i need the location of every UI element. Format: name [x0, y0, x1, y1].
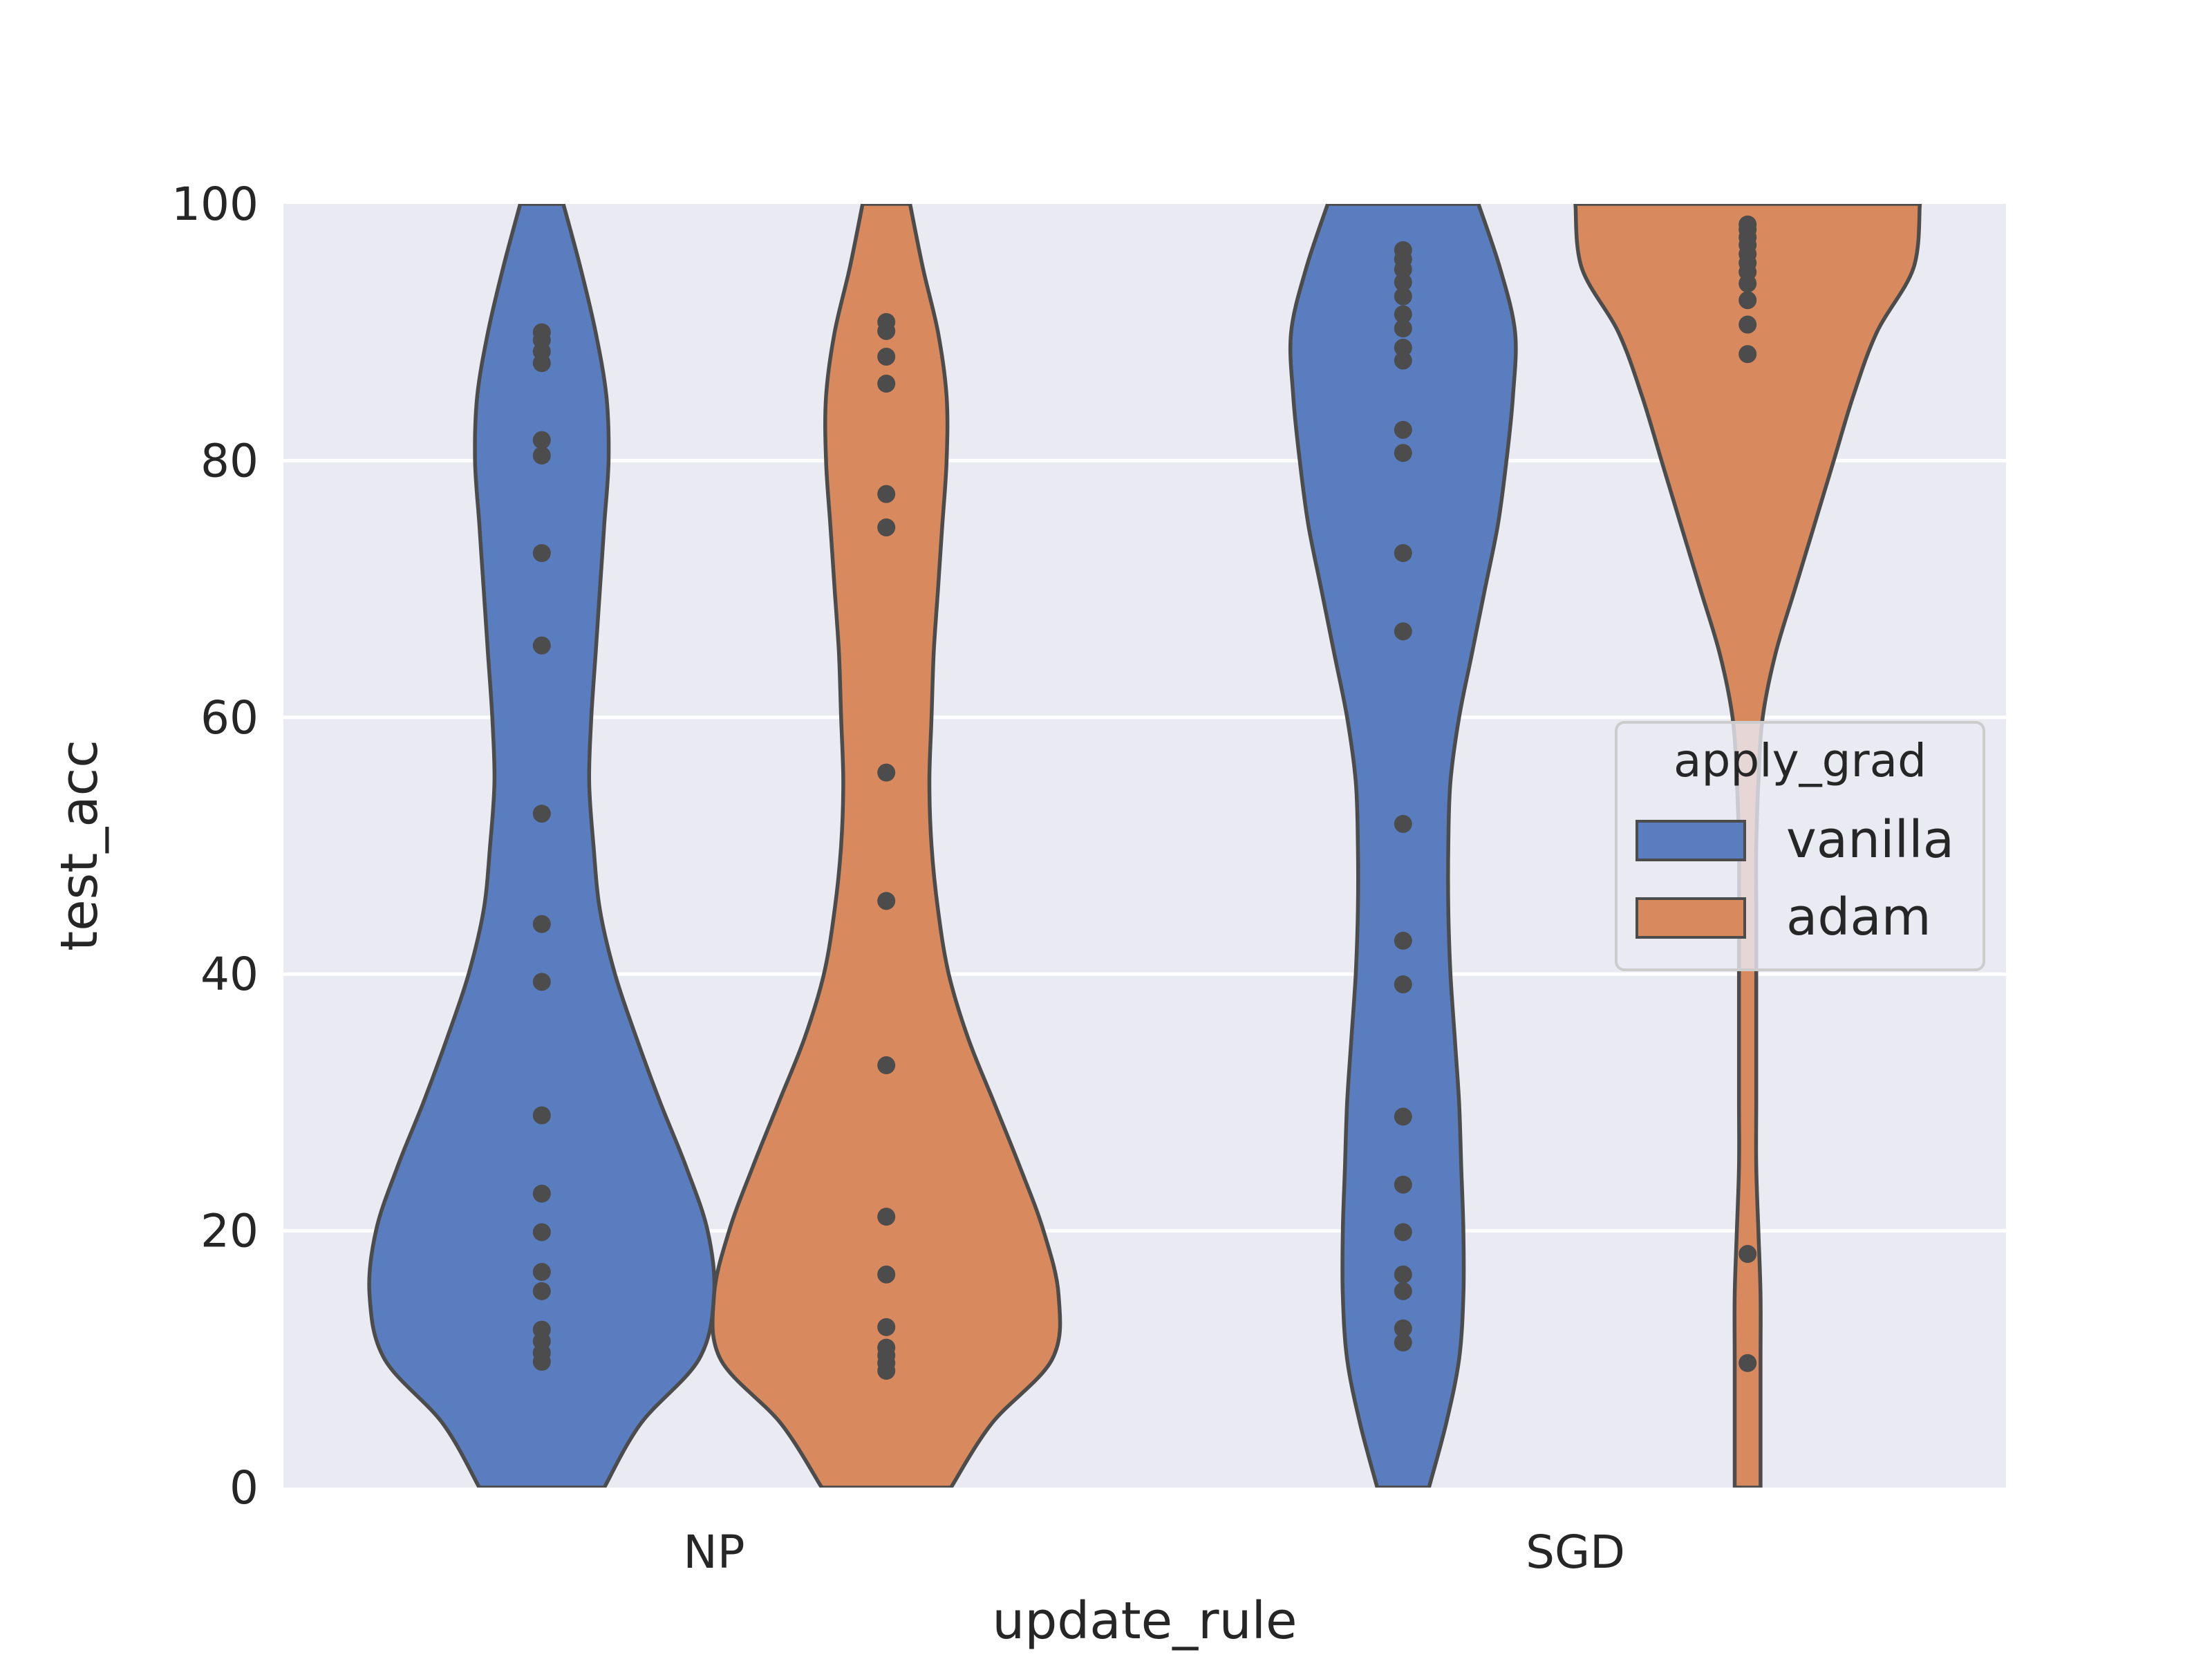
data-point: [877, 763, 896, 782]
data-point: [532, 446, 551, 465]
y-tick-label: 40: [200, 948, 259, 1001]
x-axis-label: update_rule: [992, 1591, 1297, 1651]
data-point: [1394, 1223, 1412, 1241]
violin-vanilla-sgd: [1288, 204, 1518, 1488]
data-point: [532, 915, 551, 933]
data-point: [1394, 444, 1412, 462]
data-point: [1394, 351, 1412, 370]
x-tick-label: NP: [683, 1526, 744, 1579]
legend-swatch-vanilla: [1635, 820, 1746, 861]
x-tick-label: SGD: [1526, 1526, 1625, 1579]
violin-adam-np: [711, 204, 1062, 1488]
data-point: [1394, 241, 1412, 259]
data-point: [1394, 622, 1412, 641]
data-point: [877, 1338, 896, 1357]
data-point: [1394, 273, 1412, 292]
data-point: [877, 892, 896, 910]
data-point: [1394, 814, 1412, 833]
data-point: [532, 636, 551, 655]
legend-title: apply_grad: [1674, 734, 1927, 787]
data-point: [532, 1184, 551, 1203]
data-point: [877, 374, 896, 393]
y-tick-labels: 0 20 40 60 80 100: [171, 178, 259, 1515]
y-tick-label: 80: [200, 434, 259, 487]
y-tick-label: 20: [200, 1205, 259, 1258]
data-point: [1394, 1265, 1412, 1284]
data-point: [1738, 291, 1757, 310]
data-point: [877, 312, 896, 331]
legend-label-adam: adam: [1786, 888, 1931, 947]
data-point: [1394, 544, 1412, 563]
y-tick-label: 60: [200, 691, 259, 744]
data-point: [1394, 1333, 1412, 1352]
data-point: [532, 323, 551, 341]
y-axis-label: test_acc: [50, 740, 109, 951]
data-point: [1738, 315, 1757, 334]
data-point: [532, 1320, 551, 1339]
data-point: [877, 485, 896, 503]
data-point: [1394, 338, 1412, 357]
data-point: [877, 518, 896, 536]
data-point: [1394, 287, 1412, 306]
data-point: [1394, 1107, 1412, 1126]
data-point: [1394, 305, 1412, 324]
data-point: [532, 431, 551, 449]
data-point: [1394, 1175, 1412, 1194]
data-point: [877, 1056, 896, 1075]
data-point: [532, 1106, 551, 1125]
data-point: [1394, 975, 1412, 994]
x-tick-labels: NP SGD: [683, 1526, 1625, 1579]
data-point: [1738, 1245, 1757, 1264]
data-point: [1394, 1319, 1412, 1338]
data-point: [877, 1318, 896, 1336]
inner-points: [532, 215, 1757, 1380]
data-point: [1738, 345, 1757, 364]
y-tick-label: 0: [229, 1461, 259, 1515]
legend: apply_grad vanilla adam: [1615, 721, 1985, 971]
legend-swatch-adam: [1635, 897, 1746, 939]
data-point: [1394, 1282, 1412, 1300]
data-point: [1738, 1353, 1757, 1372]
legend-label-vanilla: vanilla: [1786, 810, 1954, 870]
data-point: [877, 1265, 896, 1284]
data-point: [532, 544, 551, 563]
violin-vanilla-np: [367, 204, 717, 1488]
data-point: [1394, 420, 1412, 439]
data-point: [532, 973, 551, 991]
y-tick-label: 100: [171, 178, 259, 231]
data-point: [532, 1282, 551, 1300]
data-point: [532, 805, 551, 823]
data-point: [532, 1223, 551, 1241]
data-point: [1738, 215, 1757, 234]
data-point: [532, 1263, 551, 1282]
data-point: [877, 1208, 896, 1226]
data-point: [1394, 931, 1412, 950]
data-point: [1394, 319, 1412, 338]
data-point: [877, 347, 896, 366]
